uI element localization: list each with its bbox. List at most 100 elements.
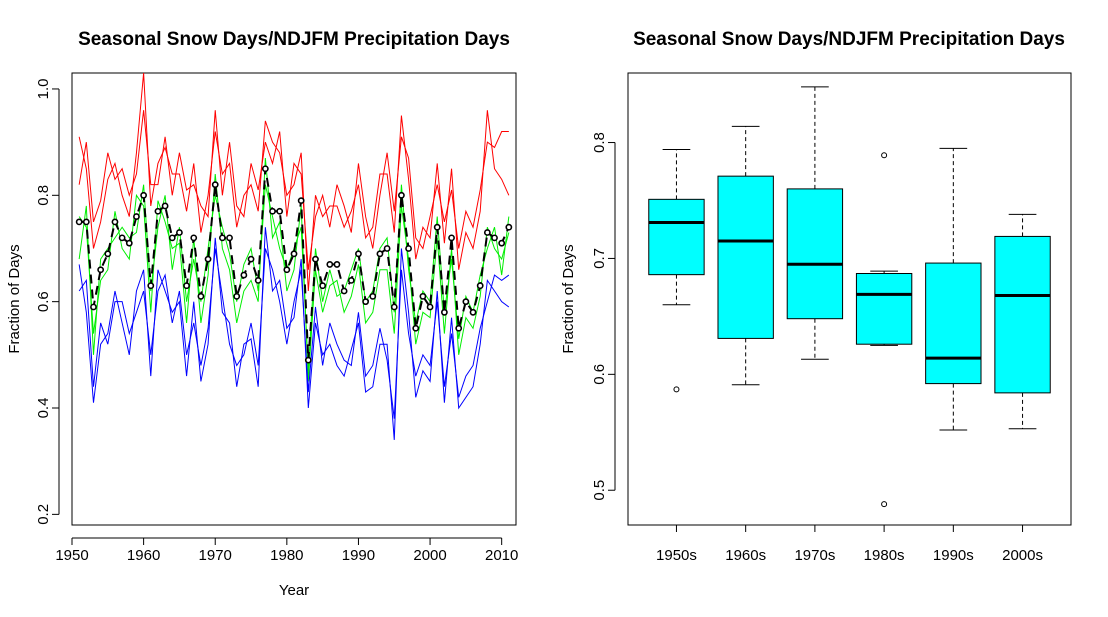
right-boxes-group [648,86,1051,508]
mean-point [111,218,119,226]
right-box-chart: Seasonal Snow Days/NDJFM Precipitation D… [560,29,1072,564]
mean-point [104,250,112,258]
left-x-axis-label: Year [279,582,309,599]
left-x-tick-label: 1980 [270,547,303,564]
box-iqr [855,273,913,345]
box-1980s [855,152,913,508]
left-x-tick-label: 1950 [55,547,88,564]
mean-point [240,271,248,279]
mean-point [491,234,498,242]
mean-point [347,276,355,284]
left-x-tick-label: 2000 [413,547,446,564]
mean-point [448,234,455,242]
left-plot-frame [71,72,517,526]
mean-point [333,261,341,268]
mean-point [505,223,513,231]
left-y-tick-label: 1.0 [35,79,52,100]
mean-point [426,303,434,311]
mean-point [97,266,105,274]
mean-point [154,207,162,215]
mean-point [190,234,198,242]
box-iqr [925,262,982,385]
mean-point [276,207,284,215]
mean-point [419,292,427,300]
mean-point [147,282,155,290]
left-chart-title: Seasonal Snow Days/NDJFM Precipitation D… [78,29,510,50]
mean-point [312,255,319,263]
mean-point [204,255,212,263]
left-series-group [75,73,513,440]
mean-point [233,292,241,300]
left-y-tick-label: 0.8 [35,185,52,206]
box-outlier [673,386,680,393]
right-x-tick-label: 1960s [725,547,766,564]
left-y-axis-label: Fraction of Days [6,244,23,353]
box-1990s [925,147,982,431]
mean-point [247,255,255,263]
box-1950s [648,148,705,393]
series-line-upper [78,110,509,270]
left-line-chart: Seasonal Snow Days/NDJFM Precipitation D… [6,29,518,599]
mean-point [304,356,312,364]
box-1960s [717,125,774,386]
mean-point [261,165,269,173]
left-y-tick-label: 0.2 [35,504,52,525]
mean-point [269,207,276,215]
mean-point [290,250,298,258]
right-axes: 1950s 1960s 1970s 1980s 1990s 2000s 0.5 0.6 0.7 0… [591,132,1043,564]
mean-point [297,197,305,205]
mean-point [319,282,327,290]
left-x-tick-label: 1960 [127,547,160,564]
mean-point [211,181,219,189]
box-iqr [717,175,774,339]
right-plot-frame [627,72,1072,526]
box-outlier [881,152,888,159]
box-outlier [881,501,888,508]
mean-point [498,239,506,247]
box-iqr [994,235,1051,394]
mean-point [376,250,384,258]
mean-point [476,282,484,290]
mean-point [283,266,291,274]
mean-point [340,287,348,295]
mean-point [254,276,262,284]
mean-point [383,245,391,252]
mean-point [125,239,133,247]
right-y-axis-label: Fraction of Days [560,244,577,353]
series-line-lower [78,248,510,419]
right-y-tick-label: 0.5 [591,480,608,501]
mean-point [362,298,370,306]
left-x-tick-label: 2010 [485,547,518,564]
mean-point [469,308,477,316]
mean-point [75,218,83,226]
series-line-lower [78,227,510,440]
right-x-tick-label: 2000s [1002,547,1043,564]
mean-point [218,234,226,242]
mean-point [82,218,90,226]
left-axes: 1950 1960 1970 1980 1990 2000 2010 0.2 0.4 0.6 0.8… [35,79,518,564]
mean-point [405,245,412,252]
mean-point [90,303,97,311]
right-x-tick-label: 1950s [656,547,697,564]
mean-point [133,213,140,220]
mean-point [433,223,441,231]
right-x-tick-label: 1970s [794,547,835,564]
right-chart-title: Seasonal Snow Days/NDJFM Precipitation D… [633,29,1065,50]
mean-point [440,308,448,316]
mean-point [176,229,183,236]
left-x-tick-label: 1970 [199,547,232,564]
box-iqr [648,198,705,276]
left-y-tick-label: 0.6 [35,291,52,312]
right-y-tick-label: 0.7 [591,248,608,269]
box-2000s [994,213,1051,430]
mean-point [390,303,398,311]
mean-point [226,234,233,242]
mean-point [168,234,176,242]
right-x-tick-label: 1980s [864,547,905,564]
mean-point [197,292,205,300]
box-1970s [786,86,844,360]
right-x-tick-label: 1990s [933,547,974,564]
mean-point [462,298,470,306]
